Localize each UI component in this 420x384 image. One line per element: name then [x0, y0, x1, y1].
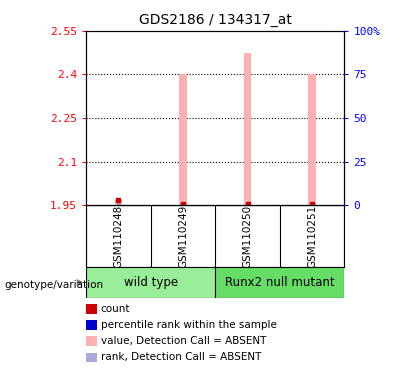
Bar: [86, 267, 215, 298]
Bar: [310, 204, 314, 205]
Text: genotype/variation: genotype/variation: [4, 280, 103, 290]
Text: percentile rank within the sample: percentile rank within the sample: [101, 320, 277, 330]
Bar: [115, 200, 122, 205]
Bar: [179, 74, 187, 205]
Text: GSM110250: GSM110250: [242, 205, 252, 268]
Bar: [308, 74, 316, 205]
Text: value, Detection Call = ABSENT: value, Detection Call = ABSENT: [101, 336, 266, 346]
Text: GSM110248: GSM110248: [113, 205, 123, 268]
Bar: [215, 267, 344, 298]
Bar: [181, 204, 185, 205]
Text: count: count: [101, 304, 130, 314]
Bar: [246, 203, 249, 205]
Text: GSM110249: GSM110249: [178, 205, 188, 268]
Text: wild type: wild type: [123, 276, 178, 289]
Text: rank, Detection Call = ABSENT: rank, Detection Call = ABSENT: [101, 352, 261, 362]
Title: GDS2186 / 134317_at: GDS2186 / 134317_at: [139, 13, 291, 27]
Bar: [244, 53, 252, 205]
Text: GSM110251: GSM110251: [307, 205, 317, 268]
Bar: [117, 204, 120, 205]
Text: Runx2 null mutant: Runx2 null mutant: [225, 276, 335, 289]
